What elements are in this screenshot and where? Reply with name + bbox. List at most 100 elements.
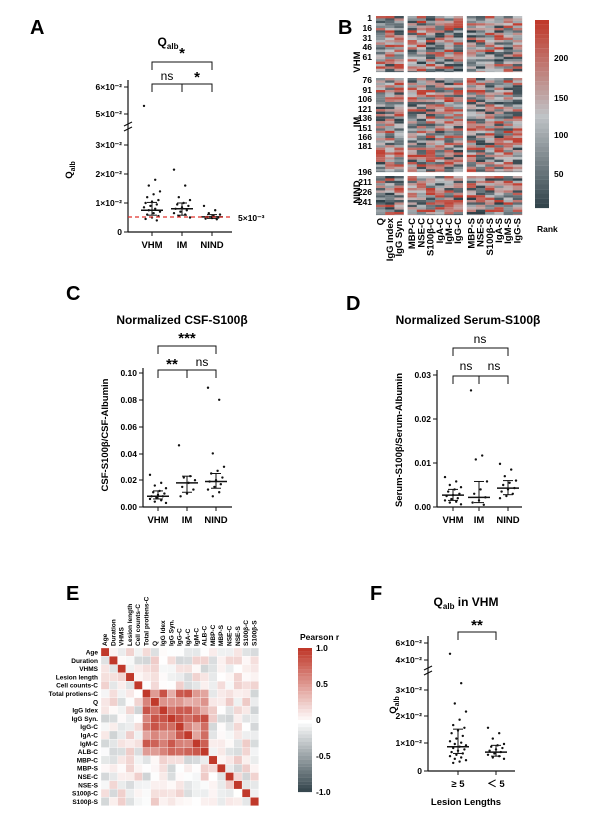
e-matrix-cell <box>208 764 218 773</box>
b-colorbar-segment <box>535 43 549 49</box>
e-matrix-cell <box>233 755 243 765</box>
b-colorbar-segment <box>535 29 549 35</box>
b-heat-cell <box>503 126 513 129</box>
e-matrix-cell <box>158 681 168 690</box>
d-point <box>450 497 453 501</box>
b-heat-cell <box>476 85 486 88</box>
e-matrix-cell <box>225 656 234 665</box>
b-heat-cell <box>453 207 463 210</box>
b-heat-cell <box>503 99 513 103</box>
b-heat-cell <box>503 52 513 55</box>
panel-c-title: Normalized CSF-S100β <box>116 313 247 327</box>
b-heat-cell <box>466 20 477 24</box>
b-heat-cell <box>426 109 436 112</box>
b-heat-cell <box>466 202 477 205</box>
b-heat-cell <box>435 183 445 186</box>
b-heat-cell <box>466 154 477 158</box>
b-heat-cell <box>444 90 454 93</box>
b-heat-cell <box>407 78 417 81</box>
b-heat-cell <box>512 23 523 26</box>
b-heat-cell <box>466 49 477 53</box>
b-heat-cell <box>376 92 386 95</box>
b-heat-cell <box>435 104 445 107</box>
b-heat-cell <box>416 207 427 210</box>
a-axis-break <box>123 126 133 132</box>
b-heat-cell <box>426 16 436 19</box>
b-heat-cell <box>485 32 495 36</box>
b-heat-cell <box>394 20 404 24</box>
b-heat-cell <box>435 28 445 31</box>
e-colorbar-segment <box>298 694 312 699</box>
panel-a-yticks: 6×10⁻²5×10⁻²3×10⁻²2×10⁻²1×10⁻²0 <box>96 82 128 237</box>
b-heat-cell <box>466 68 477 72</box>
e-matrix-cell <box>217 747 226 757</box>
c-point <box>152 491 155 494</box>
b-heat-cell <box>453 123 463 127</box>
b-heat-cell <box>376 183 386 186</box>
e-matrix-cell <box>208 656 218 665</box>
e-matrix-cell <box>233 788 243 798</box>
b-heat-cell <box>376 147 386 151</box>
e-matrix-cell <box>158 739 168 748</box>
b-heat-cell <box>512 16 523 19</box>
b-column-label: IgG-S <box>512 218 523 243</box>
e-matrix-cell <box>175 647 185 657</box>
e-row-label: Cell counts-C <box>56 683 98 690</box>
b-heat-cell <box>485 80 495 83</box>
e-matrix-cell <box>142 681 151 690</box>
b-heat-cell <box>376 121 386 124</box>
e-matrix-cell <box>158 656 168 665</box>
b-heat-cell <box>426 147 436 151</box>
b-heat-cell <box>407 200 417 203</box>
b-heat-cell <box>394 71 404 73</box>
panel-d-title: Normalized Serum-S100β <box>396 313 541 327</box>
a-point <box>176 203 179 206</box>
b-heat-cell <box>376 188 386 191</box>
e-column-label: Q <box>152 641 159 646</box>
b-heat-cell <box>444 214 454 216</box>
b-heat-cell <box>503 68 513 72</box>
e-matrix-cell <box>117 747 127 757</box>
e-matrix-cell <box>125 664 135 674</box>
b-heat-cell <box>435 121 445 124</box>
b-heat-cell <box>376 49 386 53</box>
b-heat-cell <box>485 159 495 163</box>
b-heat-cell <box>444 54 454 57</box>
b-heat-cell <box>453 176 463 179</box>
b-heat-cell <box>394 207 404 210</box>
e-matrix-cell <box>250 772 259 781</box>
b-heat-cell <box>394 80 404 83</box>
e-matrix-cell <box>233 705 243 715</box>
b-heat-cell <box>416 47 427 50</box>
b-heat-cell <box>453 178 463 181</box>
e-matrix-cell <box>100 697 110 707</box>
panel-a: A Qalb Qalb 6×10⁻²5×10⁻²3×10⁻²2×10⁻²1×10… <box>30 17 265 251</box>
b-heat-cell <box>494 20 504 24</box>
b-heat-cell <box>407 114 417 117</box>
b-heat-cell <box>385 97 395 100</box>
e-matrix-cell <box>208 705 218 715</box>
c-point <box>218 491 221 494</box>
b-heat-cell <box>453 104 463 107</box>
b-heat-cell <box>494 178 504 181</box>
e-matrix-cell <box>208 664 218 674</box>
e-matrix-cell <box>241 797 251 806</box>
e-matrix-cell <box>183 697 193 707</box>
b-heat-cell <box>444 109 454 112</box>
e-matrix-cell <box>100 755 110 765</box>
b-heat-cell <box>426 85 436 88</box>
e-matrix-cell <box>125 780 135 790</box>
b-heat-cell <box>512 40 523 43</box>
f-ytick-label: 3×10⁻² <box>396 685 423 695</box>
panel-a-refline-label: 5×10⁻³ <box>238 213 265 223</box>
b-heat-cell <box>426 176 436 179</box>
b-heat-cell <box>503 140 513 143</box>
b-heat-cell <box>385 162 395 165</box>
b-heat-cell <box>466 59 477 62</box>
b-heat-cell <box>435 195 445 198</box>
b-heat-cell <box>476 37 486 41</box>
b-heat-cell <box>385 192 395 196</box>
c-ytick-label: 0.08 <box>120 395 137 405</box>
b-heat-cell <box>466 56 477 60</box>
b-colorbar-segment <box>535 99 549 105</box>
